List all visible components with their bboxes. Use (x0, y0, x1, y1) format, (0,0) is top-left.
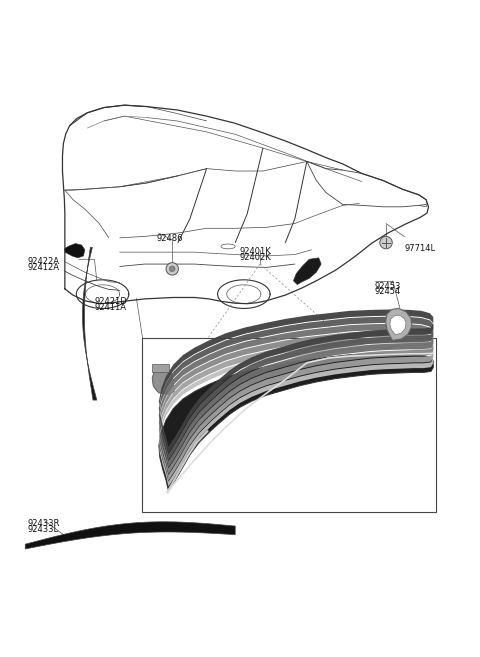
Text: 92433R: 92433R (28, 520, 60, 528)
Text: 92486: 92486 (156, 234, 183, 243)
Polygon shape (385, 308, 412, 340)
Circle shape (166, 263, 179, 275)
Text: 97714L: 97714L (405, 244, 436, 252)
Text: 92454: 92454 (374, 288, 401, 296)
Bar (152, 364, 169, 373)
Text: 92411A: 92411A (95, 304, 126, 312)
Polygon shape (83, 248, 97, 400)
Text: 92433L: 92433L (28, 525, 59, 534)
Polygon shape (159, 317, 433, 460)
Circle shape (169, 266, 175, 272)
Polygon shape (65, 244, 85, 258)
Text: 92421D: 92421D (95, 298, 127, 306)
Polygon shape (159, 309, 433, 453)
Text: 92402K: 92402K (240, 253, 272, 262)
Polygon shape (152, 367, 174, 394)
Text: 92401K: 92401K (240, 248, 272, 256)
Polygon shape (293, 258, 321, 284)
Polygon shape (159, 331, 433, 474)
Polygon shape (25, 522, 235, 549)
Polygon shape (390, 315, 406, 334)
Polygon shape (159, 353, 433, 491)
Text: 92422A: 92422A (28, 257, 60, 266)
Polygon shape (159, 344, 433, 486)
Text: 92453: 92453 (374, 282, 401, 291)
Polygon shape (159, 338, 433, 481)
Polygon shape (159, 324, 433, 467)
Circle shape (380, 237, 392, 249)
Text: 92412A: 92412A (28, 263, 60, 271)
Bar (142, 338, 436, 512)
